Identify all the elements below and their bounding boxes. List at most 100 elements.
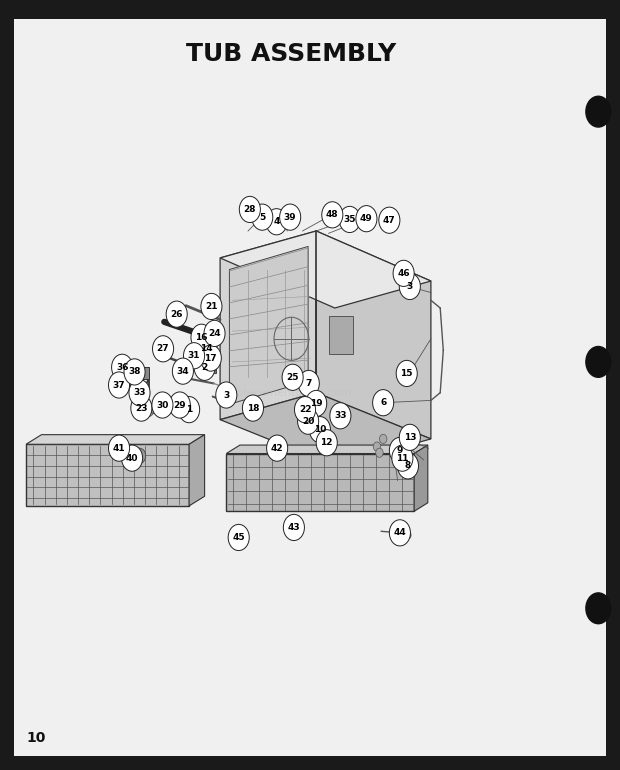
Text: 41: 41 bbox=[113, 444, 125, 453]
Text: 16: 16 bbox=[195, 333, 208, 342]
Bar bbox=[0, 0, 620, 19]
Polygon shape bbox=[220, 231, 316, 420]
Text: 11: 11 bbox=[396, 454, 409, 463]
Circle shape bbox=[228, 524, 249, 551]
Text: 29: 29 bbox=[174, 400, 186, 410]
Circle shape bbox=[144, 404, 154, 417]
Circle shape bbox=[298, 408, 319, 434]
Circle shape bbox=[160, 403, 169, 414]
Circle shape bbox=[267, 435, 288, 461]
Polygon shape bbox=[414, 445, 428, 511]
Bar bbox=[135, 367, 149, 379]
Circle shape bbox=[393, 260, 414, 286]
Bar bbox=[205, 362, 216, 373]
Circle shape bbox=[129, 380, 150, 406]
Text: 25: 25 bbox=[286, 373, 299, 382]
Circle shape bbox=[152, 392, 173, 418]
Polygon shape bbox=[220, 231, 431, 308]
Polygon shape bbox=[226, 445, 428, 454]
Circle shape bbox=[200, 345, 221, 371]
Circle shape bbox=[373, 442, 381, 451]
Circle shape bbox=[397, 527, 407, 539]
Text: 30: 30 bbox=[156, 400, 169, 410]
Circle shape bbox=[339, 206, 360, 233]
Text: 44: 44 bbox=[394, 528, 406, 537]
Circle shape bbox=[389, 520, 410, 546]
Text: 21: 21 bbox=[205, 302, 218, 311]
Circle shape bbox=[298, 370, 319, 397]
Text: 48: 48 bbox=[326, 210, 339, 219]
Text: 4: 4 bbox=[273, 217, 280, 226]
Circle shape bbox=[216, 382, 237, 408]
Circle shape bbox=[586, 346, 611, 377]
Circle shape bbox=[133, 448, 146, 464]
Circle shape bbox=[204, 320, 225, 346]
Circle shape bbox=[112, 354, 133, 380]
Circle shape bbox=[283, 514, 304, 541]
Circle shape bbox=[586, 593, 611, 624]
Circle shape bbox=[191, 324, 212, 350]
Text: 37: 37 bbox=[113, 380, 125, 390]
Circle shape bbox=[379, 434, 387, 444]
Text: 49: 49 bbox=[360, 214, 373, 223]
Circle shape bbox=[184, 343, 205, 369]
Text: 5: 5 bbox=[259, 213, 265, 222]
Circle shape bbox=[166, 301, 187, 327]
Text: 18: 18 bbox=[247, 403, 259, 413]
Circle shape bbox=[153, 336, 174, 362]
Text: 12: 12 bbox=[321, 438, 333, 447]
Text: 38: 38 bbox=[128, 367, 141, 377]
Circle shape bbox=[280, 204, 301, 230]
Circle shape bbox=[356, 206, 377, 232]
Circle shape bbox=[316, 430, 337, 456]
Circle shape bbox=[306, 390, 327, 417]
Bar bbox=[226, 454, 414, 511]
Text: 34: 34 bbox=[177, 367, 189, 376]
Circle shape bbox=[118, 380, 128, 392]
Text: 40: 40 bbox=[126, 454, 138, 463]
Text: 31: 31 bbox=[188, 351, 200, 360]
Circle shape bbox=[405, 531, 411, 539]
Circle shape bbox=[389, 437, 410, 464]
Circle shape bbox=[201, 293, 222, 320]
Polygon shape bbox=[229, 246, 308, 404]
Circle shape bbox=[242, 395, 264, 421]
Text: TUB ASSEMBLY: TUB ASSEMBLY bbox=[186, 42, 397, 66]
Circle shape bbox=[282, 364, 303, 390]
Circle shape bbox=[122, 445, 143, 471]
Circle shape bbox=[135, 401, 144, 413]
Text: 33: 33 bbox=[133, 388, 146, 397]
Text: 6: 6 bbox=[380, 398, 386, 407]
Text: 3: 3 bbox=[223, 390, 229, 400]
Text: 43: 43 bbox=[288, 523, 300, 532]
Polygon shape bbox=[220, 393, 431, 466]
Text: 46: 46 bbox=[397, 269, 410, 278]
Circle shape bbox=[239, 196, 260, 223]
Circle shape bbox=[294, 397, 316, 423]
Text: 33: 33 bbox=[334, 411, 347, 420]
Text: 7: 7 bbox=[306, 379, 312, 388]
Polygon shape bbox=[316, 231, 431, 439]
Text: 9: 9 bbox=[397, 446, 403, 455]
Circle shape bbox=[586, 96, 611, 127]
Polygon shape bbox=[26, 435, 205, 444]
Text: 15: 15 bbox=[401, 369, 413, 378]
Circle shape bbox=[194, 354, 215, 380]
Text: 2: 2 bbox=[202, 363, 208, 372]
Circle shape bbox=[172, 358, 193, 384]
Text: 14: 14 bbox=[200, 343, 213, 353]
Circle shape bbox=[396, 360, 417, 387]
Text: 27: 27 bbox=[157, 344, 169, 353]
Text: 8: 8 bbox=[405, 461, 411, 470]
Circle shape bbox=[392, 445, 413, 471]
Circle shape bbox=[108, 372, 130, 398]
Circle shape bbox=[124, 359, 145, 385]
Text: 42: 42 bbox=[271, 444, 283, 453]
Polygon shape bbox=[189, 435, 205, 506]
Text: 10: 10 bbox=[26, 732, 45, 745]
Text: ereplacementparts.com: ereplacementparts.com bbox=[218, 388, 352, 397]
Circle shape bbox=[131, 395, 152, 421]
Circle shape bbox=[149, 403, 158, 413]
Text: 26: 26 bbox=[170, 310, 183, 319]
Circle shape bbox=[196, 335, 217, 361]
